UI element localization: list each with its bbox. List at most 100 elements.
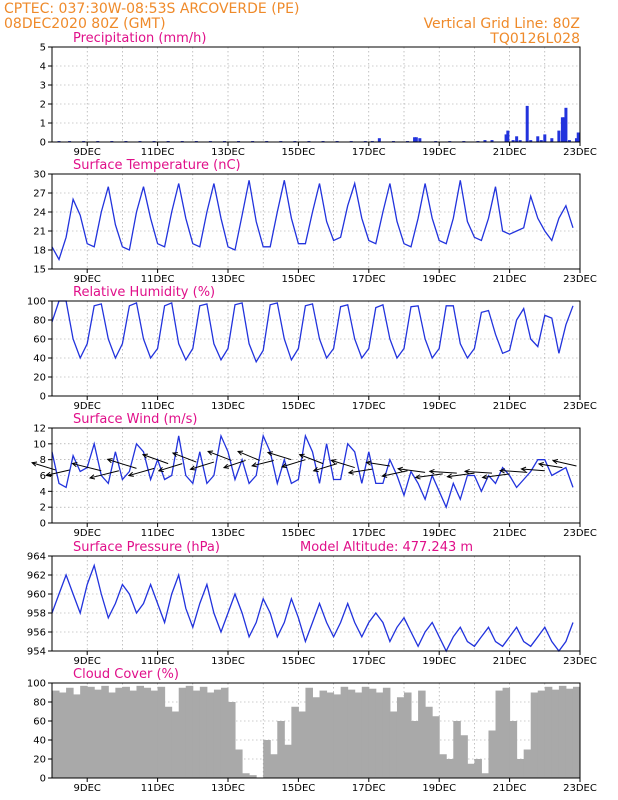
precip-bar [550,138,554,142]
cloud-bar [192,690,201,778]
x-tick-label: 17DEC [352,401,386,412]
cloud-bar [157,686,166,778]
wind-vector [106,458,137,469]
pressure-frame [51,555,581,652]
cloud-bar [537,690,546,778]
x-tick-label: 11DEC [141,147,175,158]
wind-vector [237,450,260,461]
wind-vector [171,452,197,463]
x-tick-label: 15DEC [282,783,316,794]
wind-vector [414,473,443,480]
y-tick-label: 18 [33,246,46,257]
y-tick-label: 10 [33,439,46,450]
cloud-bar [249,775,257,778]
cloud-bar [129,690,137,778]
cloud-bar [425,706,433,778]
cloud-bar [418,690,426,778]
rh-panel: 0 20 40 60 80 100 9DEC 11DEC 13DEC 15DEC 17DEC 19DE… [27,285,597,412]
cloud-bar [509,721,518,778]
x-tick-label: 15DEC [282,528,316,539]
x-tick-label: 19DEC [422,274,456,285]
precip-bar [511,140,515,142]
precip-bar [413,137,417,142]
x-tick-label: 19DEC [422,783,456,794]
cloud-bar [558,685,567,778]
cloud-bar [361,686,370,778]
cloud-bar [291,706,299,778]
cloud-bar [312,697,321,778]
wind-title: Surface Wind (m/s) [73,412,197,427]
x-tick-label: 13DEC [211,528,245,539]
cloud-bar [488,730,497,778]
y-tick-label: 40 [33,354,46,365]
precip-bar [560,117,564,142]
cloud-bar [368,688,377,778]
wind-frame [51,427,581,524]
y-tick-label: 40 [33,736,46,747]
cloud-bar [80,685,88,778]
x-tick-label: 9DEC [74,783,101,794]
x-tick-label: 21DEC [493,528,527,539]
precip-bar [518,140,522,142]
x-tick-label: 11DEC [141,528,175,539]
y-tick-label: 8 [40,455,46,466]
x-tick-label: 21DEC [493,656,527,667]
rh-line [51,300,574,364]
cloud-bar [382,687,391,778]
y-tick-label: 4 [40,487,46,498]
cloud-bar [122,686,130,778]
x-tick-label: 15DEC [282,656,316,667]
cloud-bar [502,687,511,778]
cloud-bar [572,686,581,778]
wind-vector [207,450,232,461]
y-tick-label: 27 [33,189,46,200]
wind-vector [71,462,102,472]
cloud-bar [389,711,398,778]
wind-vector [347,468,373,475]
cloud-bar [340,686,349,778]
pressure-line [51,563,574,653]
wind-vector [189,461,215,471]
cloud-bar [467,763,475,778]
y-tick-label: 100 [27,297,46,308]
x-tick-label: 9DEC [74,401,101,412]
x-tick-label: 13DEC [211,274,245,285]
cloud-bar [199,686,208,778]
precip-bar [377,138,381,142]
grid-line-info: Vertical Grid Line: 80Z [424,16,580,32]
wind-vector [280,459,306,469]
cloud-bar [481,773,489,778]
x-tick-label: 13DEC [211,656,245,667]
cloud-bar [347,689,356,778]
cloud-bar [143,687,152,778]
cloud-bar [228,702,236,778]
y-tick-label: 15 [33,265,46,276]
y-tick-label: 24 [33,208,46,219]
precip-bar [515,136,519,142]
x-tick-label: 17DEC [352,783,386,794]
cloud-title: Cloud Cover (%) [73,667,179,682]
rh-title: Relative Humidity (%) [73,285,215,300]
pressure-title: Surface Pressure (hPa) [73,540,220,555]
precip-frame [51,46,581,143]
x-tick-label: 11DEC [141,274,175,285]
precip-bar [506,130,510,142]
cloud-bar [59,692,67,778]
cloud-bar [305,687,313,778]
cloud-bar [242,773,250,778]
wind-vector [141,453,169,465]
x-tick-label: 17DEC [352,528,386,539]
cloud-bar [453,721,461,778]
y-tick-label: 100 [27,679,46,690]
cloud-bar [319,690,328,778]
x-tick-label: 9DEC [74,528,101,539]
cloud-bar [544,686,553,778]
x-tick-label: 15DEC [282,274,316,285]
x-tick-label: 21DEC [493,274,527,285]
cloud-bar [136,685,145,778]
precip-bar [490,140,494,142]
cloud-bar [523,749,532,778]
station-info: CPTEC: 037:30W-08:53S ARCOVERDE (PE) [4,1,299,17]
y-tick-label: 958 [27,609,46,620]
x-tick-label: 13DEC [211,147,245,158]
